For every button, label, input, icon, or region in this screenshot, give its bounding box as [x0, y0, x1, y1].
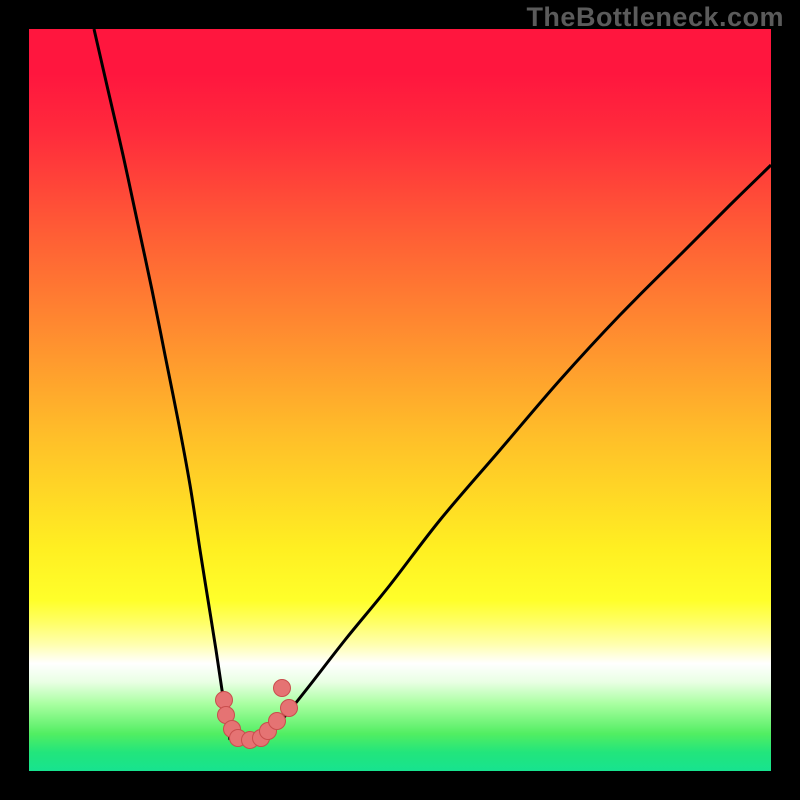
- plot-area: [0, 0, 800, 800]
- marker-point: [281, 700, 298, 717]
- gradient-background: [29, 29, 771, 771]
- watermark-text: TheBottleneck.com: [526, 2, 784, 33]
- marker-point: [216, 692, 233, 709]
- marker-point: [274, 680, 291, 697]
- marker-point: [269, 713, 286, 730]
